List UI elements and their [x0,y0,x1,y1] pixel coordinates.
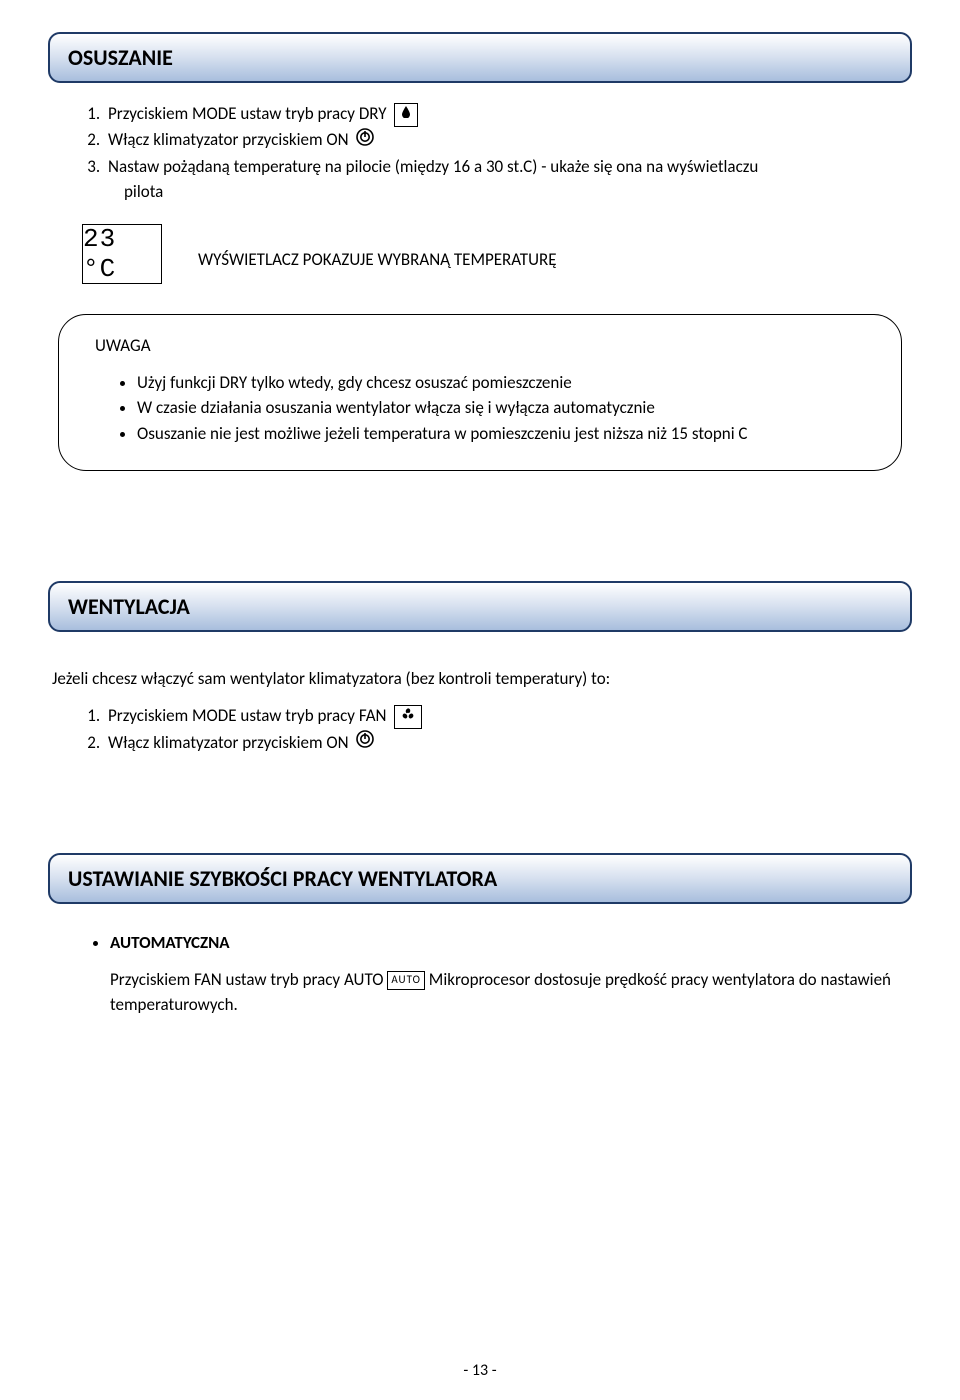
auto-icon: AUTO [387,971,425,990]
page-number: - 13 - [0,1361,960,1380]
fan-icon [394,705,422,729]
auto-bullet: AUTOMATYCZNA Przyciskiem FAN ustaw tryb … [110,932,912,1018]
uwaga-list: Użyj funkcji DRY tylko wtedy, gdy chcesz… [137,370,871,447]
section-title: OSUSZANIE [68,44,892,71]
uwaga-title: UWAGA [95,335,871,356]
auto-bullet-title: AUTOMATYCZNA [110,932,230,953]
section-title: USTAWIANIE SZYBKOŚCI PRACY WENTYLATORA [68,865,892,892]
step-2: Włącz klimatyzator przyciskiem ON [104,730,912,757]
lcd-display: 23 °C [82,224,162,284]
lcd-value: 23 °C [83,224,161,284]
uwaga-item: Osuszanie nie jest możliwe jeżeli temper… [137,421,871,447]
step-text: Przyciskiem MODE ustaw tryb pracy FAN [108,705,387,726]
uwaga-box: UWAGA Użyj funkcji DRY tylko wtedy, gdy … [58,314,902,472]
step-1: Przyciskiem MODE ustaw tryb pracy FAN [104,703,912,729]
step-2: Włącz klimatyzator przyciskiem ON [104,127,912,154]
section-title: WENTYLACJA [68,593,892,620]
auto-para: Przyciskiem FAN ustaw tryb pracy AUTO AU… [110,967,912,1018]
step-1: Przyciskiem MODE ustaw tryb pracy DRY [104,101,912,127]
display-row: 23 °C WYŚWIETLACZ POKAZUJE WYBRANĄ TEMPE… [48,202,912,284]
step-text: Nastaw pożądaną temperaturę na pilocie (… [108,156,758,177]
wentylacja-lead: Jeżeli chcesz włączyć sam wentylator kli… [52,668,912,689]
wentylacja-steps: Przyciskiem MODE ustaw tryb pracy FAN Wł… [104,703,912,756]
step-3: Nastaw pożądaną temperaturę na pilocie (… [104,154,912,180]
uwaga-item: Użyj funkcji DRY tylko wtedy, gdy chcesz… [137,370,871,396]
auto-para-a: Przyciskiem FAN ustaw tryb pracy AUTO [110,969,387,990]
section-header-ustawianie: USTAWIANIE SZYBKOŚCI PRACY WENTYLATORA [48,853,912,904]
drop-icon [394,103,418,127]
section-header-osuszanie: OSUSZANIE [48,32,912,83]
step-text: Włącz klimatyzator przyciskiem ON [108,129,349,150]
step-text: Przyciskiem MODE ustaw tryb pracy DRY [108,103,387,124]
auto-bullet-section: AUTOMATYCZNA Przyciskiem FAN ustaw tryb … [88,932,912,1018]
display-caption: WYŚWIETLACZ POKAZUJE WYBRANĄ TEMPERATURĘ [198,249,557,284]
pilota-line: pilota [124,181,912,202]
power-icon [356,128,374,154]
section-header-wentylacja: WENTYLACJA [48,581,912,632]
osuszanie-steps: Przyciskiem MODE ustaw tryb pracy DRY Wł… [104,101,912,181]
step-text: Włącz klimatyzator przyciskiem ON [108,732,349,753]
power-icon [356,730,374,756]
uwaga-item: W czasie działania osuszania wentylator … [137,395,871,421]
